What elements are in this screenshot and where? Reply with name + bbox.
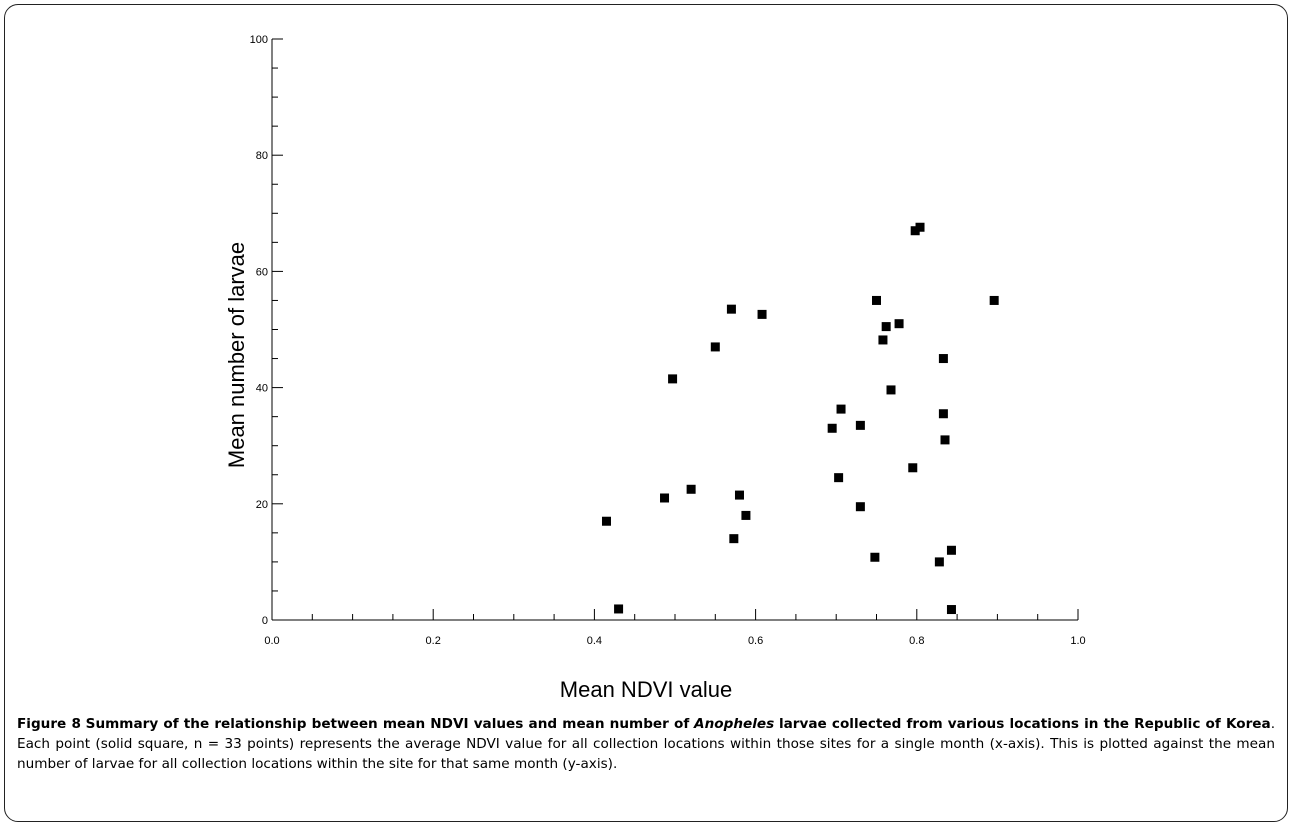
caption-title-part1: Summary of the relationship between mean… xyxy=(85,716,690,732)
data-point xyxy=(741,510,751,520)
data-point xyxy=(989,295,999,305)
data-point xyxy=(836,404,846,414)
x-axis-label: Mean NDVI value xyxy=(559,677,733,702)
data-point xyxy=(938,409,948,419)
y-tick-label: 20 xyxy=(256,499,268,511)
data-point xyxy=(908,463,918,473)
x-tick-label: 0.4 xyxy=(587,635,602,647)
caption-title-part2: larvae collected from various locations … xyxy=(778,716,1271,732)
x-tick-label: 0.6 xyxy=(748,635,763,647)
y-tick-label: 100 xyxy=(250,34,268,46)
data-point xyxy=(726,304,736,314)
data-point xyxy=(668,374,678,384)
data-point xyxy=(878,335,888,345)
data-point xyxy=(938,354,948,364)
data-point xyxy=(601,516,611,526)
x-tick-label: 0.8 xyxy=(909,635,924,647)
data-point xyxy=(834,473,844,483)
y-tick-label: 80 xyxy=(256,150,268,162)
axes xyxy=(271,39,1078,621)
data-point xyxy=(855,502,865,512)
data-point xyxy=(886,385,896,395)
data-point xyxy=(940,435,950,445)
x-tick-label: 0.0 xyxy=(264,635,279,647)
data-point xyxy=(934,557,944,567)
data-point xyxy=(827,423,837,433)
data-point xyxy=(870,552,880,562)
data-point xyxy=(946,545,956,555)
y-tick-label: 60 xyxy=(256,266,268,278)
y-axis-label: Mean number of larvae xyxy=(224,241,249,469)
data-point xyxy=(855,420,865,430)
caption-figure-label: Figure 8 xyxy=(17,716,81,732)
scatter-chart: 0.0 0.2 0.4 0.6 0.8 1.0 0 20 40 60 80 100 xyxy=(250,34,1086,647)
y-tick-label: 40 xyxy=(256,383,268,395)
data-point xyxy=(881,322,891,332)
caption-body: . Each point (solid square, n = 33 point… xyxy=(17,716,1276,772)
data-point xyxy=(710,342,720,352)
data-point xyxy=(614,604,624,614)
data-point xyxy=(729,534,739,544)
x-tick-label: 1.0 xyxy=(1070,635,1085,647)
data-point xyxy=(872,295,881,305)
data-point xyxy=(946,605,956,615)
data-points xyxy=(601,222,999,615)
x-tick-label: 0.2 xyxy=(426,635,441,647)
axis-ticks: 0.0 0.2 0.4 0.6 0.8 1.0 0 20 40 60 80 100 xyxy=(250,34,1086,647)
data-point xyxy=(894,319,904,329)
y-tick-label: 0 xyxy=(262,615,268,627)
data-point xyxy=(686,484,696,494)
figure-frame xyxy=(4,4,1288,822)
data-point xyxy=(910,226,920,236)
data-point xyxy=(660,493,670,503)
figure-caption: Figure 8 Summary of the relationship bet… xyxy=(17,714,1275,774)
data-point xyxy=(734,490,744,500)
caption-title-italic: Anopheles xyxy=(694,716,775,732)
data-point xyxy=(915,222,925,232)
data-point xyxy=(757,309,767,319)
